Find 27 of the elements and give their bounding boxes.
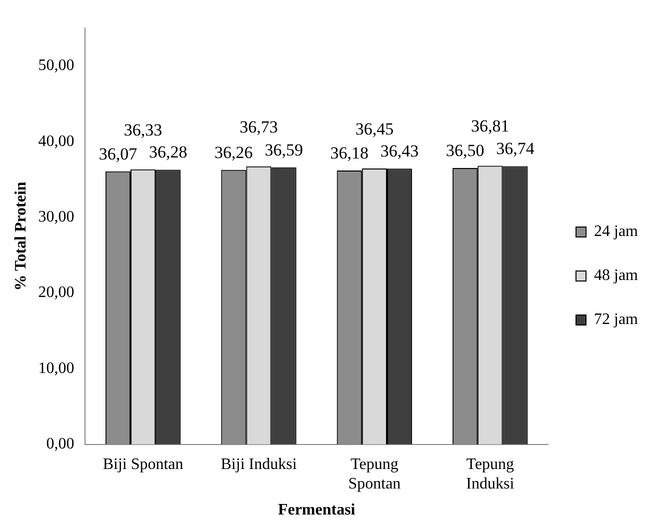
legend-label: 72 jam: [594, 311, 639, 328]
legend-label: 24 jam: [594, 223, 639, 240]
data-label: 36,18: [330, 143, 369, 162]
x-tick-label: Biji Induksi: [220, 456, 298, 474]
legend-label: 48 jam: [594, 267, 639, 284]
x-tick-label: Biji Spontan: [102, 456, 184, 474]
data-label: 36,43: [380, 142, 419, 161]
data-label: 36,07: [98, 144, 138, 164]
y-tick-label: 0,00: [46, 436, 74, 453]
y-tick-label: 40,00: [38, 132, 74, 150]
data-label: 36,33: [124, 120, 162, 140]
data-label: 36,81: [471, 116, 510, 136]
y-tick-label: 30,00: [38, 208, 74, 226]
data-label: 36,73: [240, 117, 278, 136]
data-label: 36,50: [446, 141, 484, 160]
data-label: 36,28: [148, 142, 188, 162]
x-axis-title: Fermentasi: [278, 502, 356, 519]
y-axis-title: % Total Protein: [12, 182, 30, 291]
data-label: 36,26: [214, 142, 253, 162]
data-label: 36,74: [496, 139, 535, 158]
y-tick-label: 10,00: [38, 360, 74, 377]
data-label: 36,45: [355, 119, 394, 138]
data-label: 36,59: [264, 140, 303, 160]
y-tick-label: 50,00: [38, 57, 74, 74]
y-tick-label: 20,00: [38, 284, 74, 302]
x-tick-label: Tepung Induksi: [466, 456, 515, 492]
x-tick-label: Tepung Spontan: [348, 456, 401, 492]
